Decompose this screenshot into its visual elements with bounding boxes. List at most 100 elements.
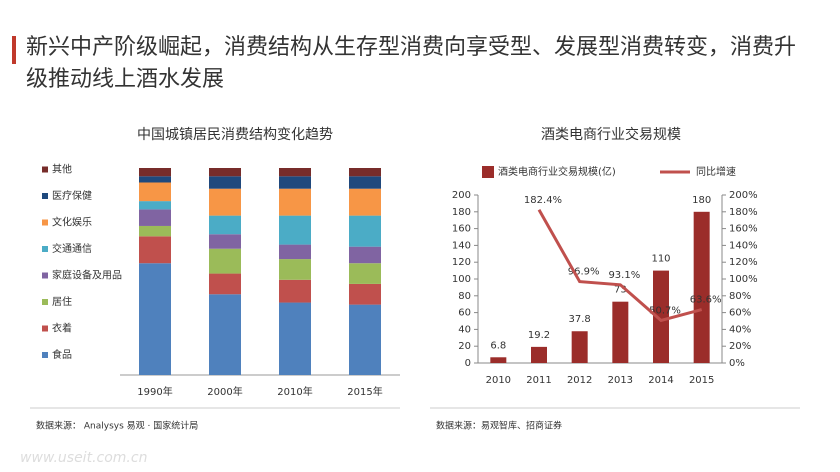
y2-tick-label: 80%: [729, 291, 751, 302]
chart-title: 中国城镇居民消费结构变化趋势: [137, 127, 333, 143]
bar-segment: [209, 215, 241, 235]
legend-label: 交通通信: [52, 242, 92, 255]
y2-tick-label: 0%: [729, 358, 745, 369]
legend-label: 家庭设备及用品: [52, 269, 122, 282]
data-label: 96.9%: [568, 267, 600, 278]
source: 数据来源：易观智库、招商证券: [436, 420, 562, 432]
legend-swatch: [42, 166, 48, 173]
bar-segment: [279, 176, 311, 189]
legend-label: 酒类电商行业交易规模(亿): [498, 165, 616, 178]
x-tick-label: 2010年: [277, 385, 312, 398]
legend-swatch: [42, 246, 48, 252]
x-tick-label: 2013: [608, 375, 633, 386]
bar-segment: [209, 234, 241, 249]
x-tick-label: 2015年: [347, 385, 382, 398]
bar-segment: [139, 182, 171, 202]
y2-tick-label: 180%: [729, 207, 758, 218]
legend-label: 居住: [52, 295, 72, 308]
legend-swatch: [42, 219, 48, 226]
legend-label: 食品: [52, 348, 72, 361]
x-tick-label: 2015: [689, 375, 714, 386]
bar-segment: [209, 294, 241, 375]
y2-tick-label: 20%: [729, 341, 751, 352]
data-label: 182.4%: [524, 195, 562, 206]
bar: [612, 301, 629, 363]
data-label: 37.8: [569, 314, 591, 325]
x-tick-label: 2012: [567, 375, 592, 386]
bar: [571, 331, 588, 363]
bar-segment: [279, 259, 311, 280]
y-tick-label: 80: [458, 291, 471, 302]
bar-segment: [139, 176, 171, 183]
x-tick-label: 1990年: [137, 385, 172, 398]
bar-segment: [209, 188, 241, 216]
y-tick-label: 60: [458, 308, 471, 319]
legend-label: 医疗保健: [52, 189, 92, 202]
y2-tick-label: 100%: [729, 274, 758, 285]
data-label: 110: [651, 254, 670, 265]
bar: [653, 270, 669, 363]
legend-swatch: [42, 325, 48, 332]
y2-tick-label: 200%: [729, 190, 758, 201]
x-tick-label: 2010: [486, 375, 511, 386]
data-label: 93.1%: [608, 270, 640, 281]
bar-segment: [349, 188, 381, 216]
source: 数据来源： Analysys 易观 · 国家统计局: [36, 420, 198, 432]
bar-segment: [349, 176, 381, 189]
bar-segment: [349, 215, 381, 247]
bar-segment: [349, 168, 381, 177]
bar-segment: [139, 168, 171, 177]
y2-tick-label: 40%: [729, 324, 751, 335]
bar-segment: [139, 263, 171, 375]
y-tick-label: 120: [452, 257, 471, 268]
legend-swatch: [42, 193, 48, 199]
line: [537, 209, 703, 323]
y-tick-label: 0: [465, 358, 471, 369]
bar-segment: [139, 201, 171, 210]
bar: [531, 346, 547, 363]
bar-segment: [139, 225, 171, 237]
y-tick-label: 200: [452, 190, 471, 201]
legend-swatch: [42, 352, 48, 358]
bar-segment: [139, 236, 171, 264]
y2-tick-label: 60%: [729, 308, 751, 319]
bar-segment: [279, 215, 311, 245]
chart-title: 酒类电商行业交易规模: [541, 126, 681, 143]
data-label: 6.8: [490, 340, 506, 351]
bar-segment: [279, 244, 311, 260]
legend-label: 衣着: [52, 322, 72, 335]
bar: [490, 357, 507, 363]
data-label: 180: [692, 195, 711, 206]
bar-segment: [279, 279, 311, 303]
watermark: www.useit.com.cn: [20, 450, 147, 466]
y-tick-label: 180: [452, 207, 471, 218]
y-tick-label: 100: [452, 274, 471, 285]
bar-segment: [209, 176, 241, 189]
data-label: 19.2: [528, 330, 550, 341]
legend-swatch: [42, 272, 48, 279]
x-tick-label: 2011: [526, 375, 551, 386]
y2-tick-label: 140%: [729, 240, 758, 251]
data-label: 63.6%: [690, 295, 722, 306]
bar-segment: [209, 248, 241, 274]
bar-segment: [349, 246, 381, 264]
bar: [693, 211, 710, 363]
x-tick-label: 2014: [648, 375, 673, 386]
legend-swatch: [42, 299, 48, 305]
legend-swatch: [482, 166, 494, 178]
slide-title: 新兴中产阶级崛起，消费结构从生存型消费向享受型、发展型消费转变，消费升级推动线上…: [26, 35, 797, 92]
legend-label: 文化娱乐: [52, 216, 92, 229]
y-tick-label: 160: [452, 224, 471, 235]
bar-segment: [209, 168, 241, 177]
bar-segment: [209, 273, 241, 295]
data-label: 50.7%: [649, 305, 681, 316]
accent-bar: [12, 36, 16, 64]
bar-segment: [349, 263, 381, 284]
y2-tick-label: 120%: [729, 257, 758, 268]
legend-label: 其他: [52, 163, 72, 176]
bar-segment: [279, 168, 311, 177]
bar-segment: [349, 304, 381, 375]
bar-segment: [279, 188, 311, 216]
